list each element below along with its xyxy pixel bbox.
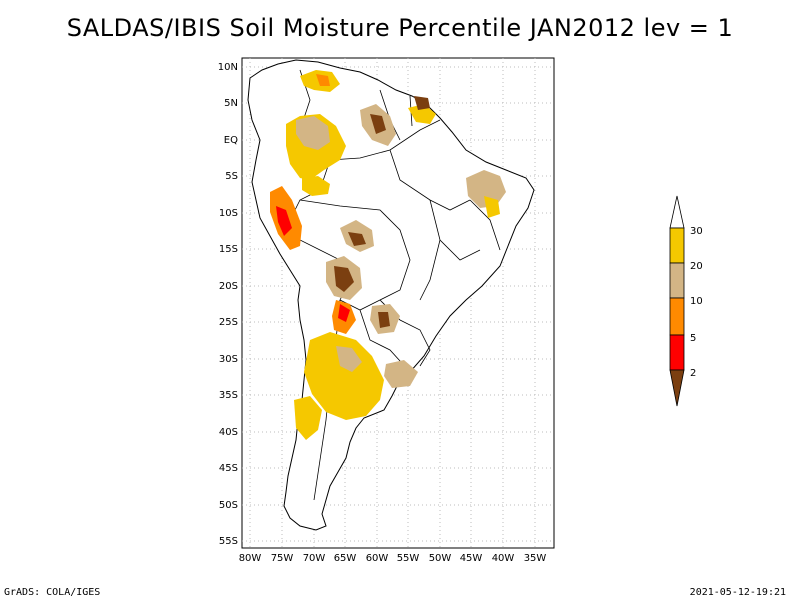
- colorbar-label: 2: [690, 368, 696, 379]
- lon-tick-label: 60W: [366, 553, 389, 564]
- map-frame: [241, 57, 555, 549]
- lon-tick-label: 50W: [429, 553, 452, 564]
- shade-region: [316, 74, 330, 86]
- shade-region: [348, 232, 366, 246]
- colorbar-label: 20: [690, 261, 703, 272]
- colorbar-swatch-10-20: [669, 262, 685, 299]
- colorbar-swatch-5-10: [669, 297, 685, 336]
- lat-tick-label: 40S: [219, 427, 238, 438]
- shade-region: [334, 266, 354, 292]
- lon-tick-label: 40W: [492, 553, 515, 564]
- shade-region: [466, 170, 506, 208]
- colorbar-swatch-20-30: [669, 227, 685, 264]
- lon-tick-label: 45W: [460, 553, 483, 564]
- colorbar-label: 10: [690, 296, 703, 307]
- lon-tick-labels: 80W 75W 70W 65W 60W 55W 50W 45W 40W 35W: [239, 553, 547, 564]
- lat-tick-label: EQ: [224, 135, 238, 146]
- colorbar-label: 30: [690, 226, 703, 237]
- colorbar-legend: [669, 195, 685, 407]
- shade-region: [304, 332, 384, 420]
- colorbar-labels: 30 20 10 5 2: [690, 226, 703, 379]
- lat-tick-label: 25S: [219, 317, 238, 328]
- lat-tick-label: 55S: [219, 536, 238, 547]
- lon-tick-label: 80W: [239, 553, 262, 564]
- lat-tick-label: 15S: [219, 244, 238, 255]
- lat-tick-label: 50S: [219, 500, 238, 511]
- lon-tick-label: 65W: [334, 553, 357, 564]
- colorbar-swatch-2-5: [669, 334, 685, 371]
- lat-tick-label: 10N: [218, 62, 238, 73]
- lat-tick-label: 5N: [224, 98, 238, 109]
- lon-tick-label: 55W: [397, 553, 420, 564]
- colorbar-bottom-triangle: [669, 369, 685, 407]
- lat-tick-label: 45S: [219, 463, 238, 474]
- lat-tick-label: 30S: [219, 354, 238, 365]
- shade-region: [336, 346, 362, 372]
- shade-region: [302, 176, 330, 196]
- lat-tick-label: 5S: [225, 171, 238, 182]
- shade-region: [378, 312, 390, 328]
- colorbar-label: 5: [690, 333, 696, 344]
- shade-region: [408, 104, 436, 124]
- lon-tick-label: 70W: [303, 553, 326, 564]
- shade-region: [414, 96, 430, 110]
- lat-tick-label: 10S: [219, 208, 238, 219]
- shade-region: [484, 196, 500, 218]
- lon-tick-label: 75W: [271, 553, 294, 564]
- shade-region: [370, 114, 386, 134]
- shade-region: [276, 206, 292, 236]
- lat-tick-label: 20S: [219, 281, 238, 292]
- shade-region: [296, 116, 330, 150]
- map-title: SALDAS/IBIS Soil Moisture Percentile JAN…: [66, 14, 734, 42]
- lon-tick-label: 35W: [524, 553, 547, 564]
- colorbar-top-triangle: [669, 195, 685, 229]
- lat-tick-label: 35S: [219, 390, 238, 401]
- footer-credit: GrADS: COLA/IGES: [4, 587, 101, 598]
- lat-tick-labels: 10N 5N EQ 5S 10S 15S 20S 25S 30S 35S 40S…: [218, 62, 238, 547]
- soil-moisture-shading: [270, 70, 506, 440]
- shade-region: [294, 396, 322, 440]
- footer-timestamp: 2021-05-12-19:21: [689, 587, 786, 598]
- shade-region: [384, 360, 418, 388]
- shade-region: [338, 304, 350, 322]
